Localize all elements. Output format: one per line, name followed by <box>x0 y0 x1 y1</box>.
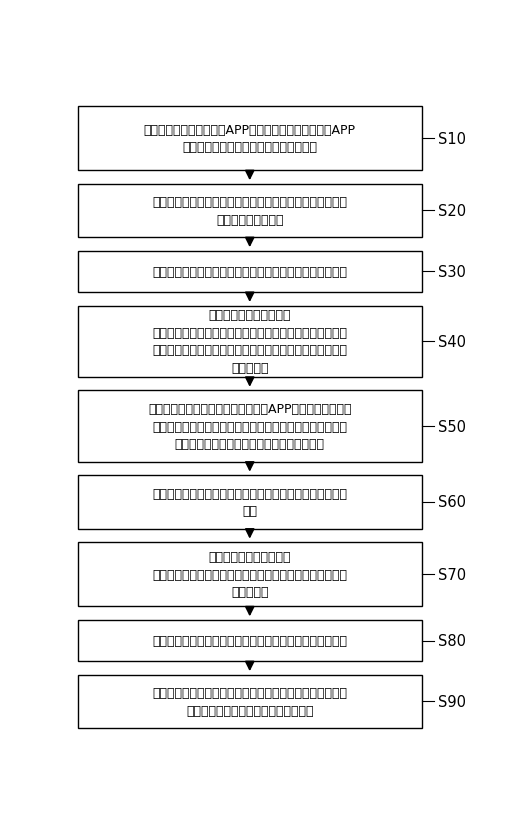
Text: 出站检票终端接收并解密
出站消费凭证，生成包含出站编号、出站时间、票价等信息
的出站凭证: 出站检票终端接收并解密 出站消费凭证，生成包含出站编号、出站时间、票价等信息 的… <box>152 551 347 599</box>
Bar <box>78 391 422 462</box>
Text: 进站检票终端接收并解密
进站消费凭证获得用户信息，校验用户合法后，生成包含入
站编号、入站时间信息的入站凭证发回给移动智能终端，允
许用户入站: 进站检票终端接收并解密 进站消费凭证获得用户信息，校验用户合法后，生成包含入 站… <box>152 309 347 375</box>
Bar <box>78 620 422 662</box>
Text: 移动智能终端安装客户端APP，入站时用户登录客户端APP
，通过网络向支撑平台请求进站消费凭证: 移动智能终端安装客户端APP，入站时用户登录客户端APP ，通过网络向支撑平台请… <box>144 124 356 154</box>
Bar <box>78 306 422 377</box>
Text: S50: S50 <box>438 419 466 434</box>
Text: S90: S90 <box>438 694 466 709</box>
Text: 出站时，打开移动智能终端的客户端APP，将入站凭证发送
给支撑平台，支撑平台生成包含入站编号、入站时间、余额
等信息的出站消费凭证，返回给移动智能终端: 出站时，打开移动智能终端的客户端APP，将入站凭证发送 给支撑平台，支撑平台生成… <box>148 403 351 451</box>
Bar <box>78 251 422 293</box>
Text: S20: S20 <box>438 203 466 218</box>
Text: S60: S60 <box>438 495 466 510</box>
Text: S30: S30 <box>438 265 466 280</box>
Text: 出站检票终端进行扣费，生成用户消费记录，允许用户出站: 出站检票终端进行扣费，生成用户消费记录，允许用户出站 <box>152 634 347 648</box>
Bar <box>78 675 422 729</box>
Text: 移动智能终端通过蓝牙将所述出站消费凭证发送给出站检票
终端: 移动智能终端通过蓝牙将所述出站消费凭证发送给出站检票 终端 <box>152 487 347 518</box>
Bar <box>78 107 422 171</box>
Bar <box>78 543 422 607</box>
Bar <box>78 476 422 529</box>
Text: S80: S80 <box>438 633 466 648</box>
Text: S40: S40 <box>438 334 466 349</box>
Text: 移动智能终端通过蓝牙将进站消费凭证发送给进站检票终端: 移动智能终端通过蓝牙将进站消费凭证发送给进站检票终端 <box>152 265 347 279</box>
Text: S70: S70 <box>438 567 466 582</box>
Text: 支撑平台生成含有序号、生成时间和余额的进站消费凭证，
发送给移动智能终端: 支撑平台生成含有序号、生成时间和余额的进站消费凭证， 发送给移动智能终端 <box>152 196 347 227</box>
Text: 出站检票终端生成用户消费记录通过有线网或无线网上传到
支撑平台，由支撑平台进行清分和结算: 出站检票终端生成用户消费记录通过有线网或无线网上传到 支撑平台，由支撑平台进行清… <box>152 686 347 717</box>
Text: S10: S10 <box>438 131 466 146</box>
Bar <box>78 184 422 238</box>
